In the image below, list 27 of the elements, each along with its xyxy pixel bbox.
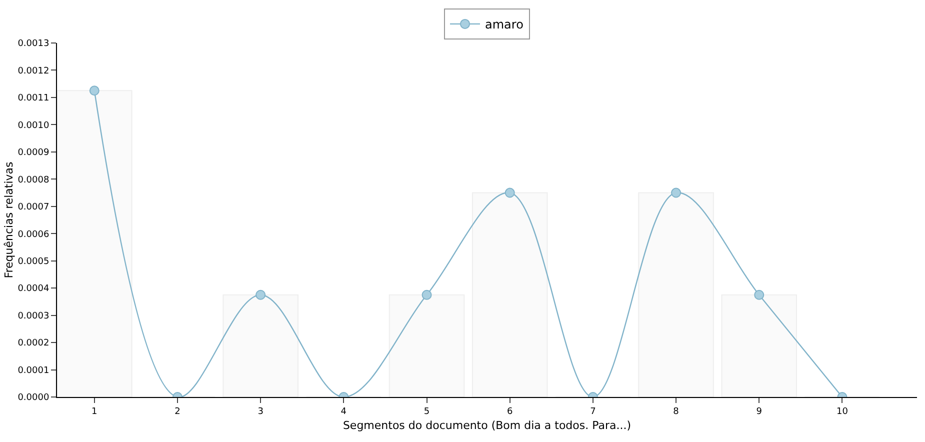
x-tick-label: 5	[424, 406, 430, 417]
y-tick-label: 0.0013	[18, 39, 50, 50]
x-tick-label: 7	[590, 406, 596, 417]
y-tick-label: 0.0006	[18, 230, 50, 240]
x-tick-label: 4	[340, 406, 347, 417]
y-tick-label: 0.0000	[18, 393, 50, 404]
y-tick-label: 0.0002	[18, 338, 50, 349]
y-tick-label: 0.0008	[18, 175, 50, 186]
y-tick-label: 0.0010	[18, 120, 50, 131]
y-tick-label: 0.0005	[18, 257, 50, 267]
y-tick-label: 0.0009	[18, 148, 50, 158]
x-tick-label: 2	[174, 406, 180, 417]
y-tick-label: 0.0011	[18, 94, 50, 104]
x-tick-label: 3	[258, 406, 264, 417]
y-tick-label: 0.0001	[18, 366, 50, 376]
y-tick-label: 0.0003	[18, 311, 50, 322]
x-tick-label: 10	[836, 406, 848, 417]
y-axis-title: Frequências relativas	[2, 161, 16, 278]
x-axis-title: Segmentos do documento (Bom dia a todos. Para...)	[342, 419, 632, 432]
y-tick-label: 0.0007	[18, 202, 50, 213]
legend-label: amaro	[485, 18, 524, 32]
x-tick-label: 1	[92, 406, 98, 417]
y-tick-label: 0.0004	[18, 284, 50, 294]
x-tick-label: 8	[673, 406, 680, 417]
y-tick-label: 0.0012	[18, 66, 50, 76]
x-tick-label: 6	[506, 406, 513, 417]
x-tick-label: 9	[756, 406, 762, 417]
